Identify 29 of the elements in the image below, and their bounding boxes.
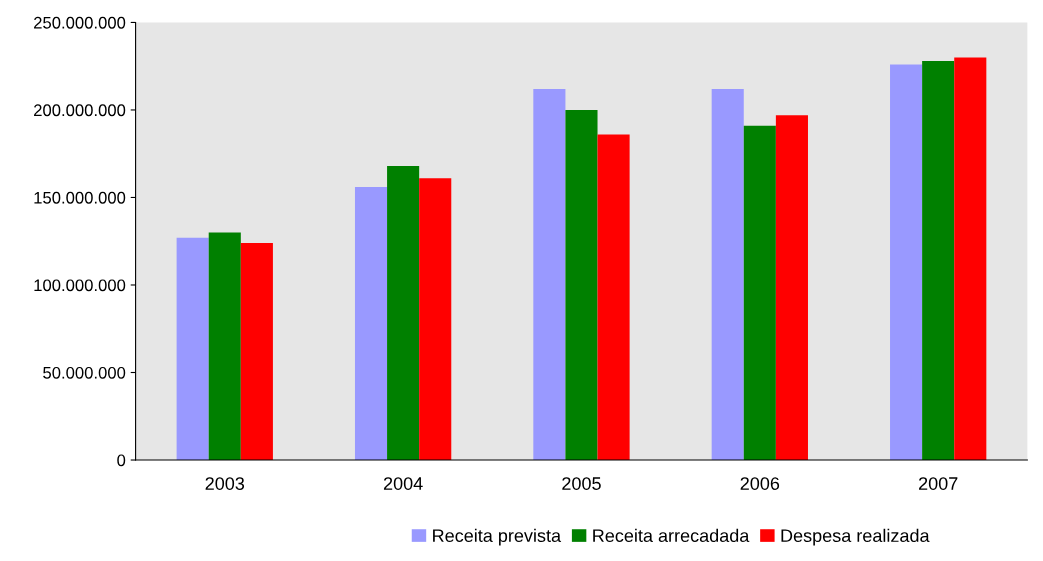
x-tick-label: 2005 [562,477,601,490]
legend-label: Despesa realizada [781,528,930,546]
y-tick-label: 0 [117,454,126,467]
legend-label: Receita arrecadada [593,528,750,543]
bar [419,178,452,461]
bar [954,57,987,461]
bar [890,64,923,461]
y-tick-label: 250.000.000 [34,16,126,29]
x-tick-label: 2007 [919,477,958,490]
y-tick-label: 150.000.000 [34,191,126,204]
bar [387,165,420,461]
bar [565,109,598,461]
x-tick-label: 2003 [205,477,245,490]
bar [922,60,955,461]
bar [711,88,744,461]
y-tick-label: 50.000.000 [43,366,126,379]
legend-label: Receita prevista [433,528,562,546]
bar [208,232,241,461]
y-tick-label: 100.000.000 [34,279,126,292]
bar [597,134,630,461]
y-tick-label: 200.000.000 [34,104,126,117]
bar [240,242,273,461]
bar [743,125,776,461]
x-tick-label: 2006 [740,477,780,490]
bar [354,186,388,461]
bar [176,237,209,461]
x-tick-label: 2004 [383,477,423,490]
bar [533,88,566,461]
bar [775,115,808,461]
